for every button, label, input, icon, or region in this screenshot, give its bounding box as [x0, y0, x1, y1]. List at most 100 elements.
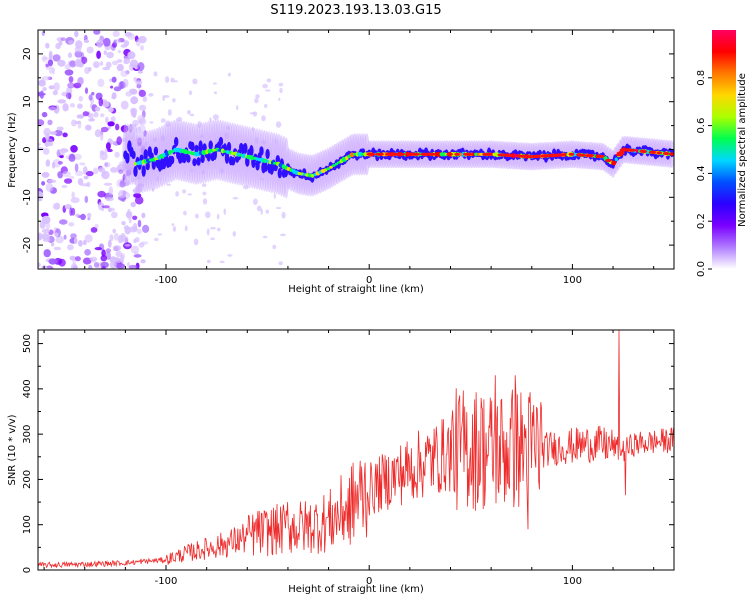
ridge-peak [619, 148, 627, 152]
noise-blob [149, 121, 154, 124]
colorbar-tick-label: 0.2 [696, 213, 707, 229]
noise-blob [266, 78, 272, 83]
noise-blob [41, 181, 46, 186]
noise-blob [232, 197, 239, 200]
noise-blob [106, 51, 114, 59]
noise-blob [97, 78, 105, 88]
noise-blob [132, 215, 138, 220]
noise-blob [116, 63, 124, 72]
noise-blob [141, 212, 146, 219]
noise-blob [103, 37, 111, 47]
noise-blob [172, 98, 176, 103]
ridge-peak [605, 158, 612, 163]
noise-blob [153, 71, 158, 77]
ridge-hotspot [324, 168, 328, 172]
ridge-core [259, 146, 264, 156]
noise-blob [97, 190, 106, 198]
noise-blob [170, 77, 175, 83]
ridge-hotspot [614, 157, 618, 162]
noise-blob [118, 190, 127, 199]
noise-blob [77, 120, 82, 129]
noise-blob [56, 126, 64, 131]
noise-blob [74, 170, 84, 177]
noise-blob [116, 263, 126, 269]
ridge-peak [482, 152, 489, 156]
noise-blob [104, 162, 111, 168]
noise-blob [210, 237, 215, 241]
noise-blob [45, 132, 50, 141]
y-tick-label: 10 [22, 95, 33, 108]
noise-blob [41, 111, 48, 118]
noise-blob [94, 106, 101, 112]
ridge-core [174, 136, 179, 147]
noise-blob [126, 262, 131, 268]
snr-line [38, 330, 674, 569]
x-tick-label: 0 [366, 275, 372, 286]
noise-blob [118, 81, 126, 89]
x-tick-label: -100 [155, 275, 178, 286]
ridge-core [143, 149, 148, 161]
noise-blob [48, 50, 53, 60]
noise-blob [117, 49, 121, 54]
noise-blob [111, 92, 117, 100]
noise-blob [69, 60, 77, 68]
noise-blob [103, 50, 107, 55]
noise-blob [79, 162, 86, 166]
ridge-core [230, 156, 236, 166]
noise-blob [56, 149, 61, 158]
noise-blob [105, 197, 114, 202]
spectrogram-image [38, 30, 674, 269]
noise-blob [102, 100, 110, 108]
noise-blob [68, 40, 75, 45]
noise-blob [74, 50, 83, 58]
noise-blob [38, 142, 41, 147]
noise-blob [110, 167, 119, 173]
colorbar-tick-label: 0.8 [696, 70, 707, 86]
ridge-core [133, 166, 138, 177]
noise-blob [166, 183, 171, 186]
noise-blob [128, 88, 135, 94]
noise-blob [108, 207, 112, 213]
ridge-core [131, 150, 136, 160]
snr-series [38, 330, 674, 569]
ridge-hotspot [611, 160, 617, 166]
noise-blob [62, 103, 69, 112]
ridge-peak [584, 154, 595, 158]
noise-blob [41, 171, 50, 178]
noise-blob [94, 223, 99, 229]
noise-blob [105, 142, 111, 151]
noise-blob [93, 111, 99, 118]
noise-blob [262, 235, 268, 239]
noise-blob [111, 76, 117, 83]
noise-blob [116, 59, 123, 63]
noise-blob [114, 257, 122, 264]
noise-blob [260, 208, 263, 215]
noise-blob [278, 97, 281, 101]
colorbar: 0.0 0.2 0.4 0.6 0.8 Normalized spectral ampl… [696, 30, 748, 277]
noise-blob [135, 80, 143, 85]
y-tick-label: 0 [22, 567, 33, 573]
noise-blob [84, 87, 89, 94]
noise-blob [38, 119, 45, 126]
noise-blob [280, 233, 286, 237]
noise-blob [128, 264, 138, 269]
noise-blob [273, 193, 276, 199]
noise-blob [105, 61, 112, 68]
noise-blob [172, 226, 177, 232]
noise-blob [88, 94, 93, 101]
y-tick-label: -10 [22, 189, 33, 205]
noise-blob [192, 78, 198, 85]
ridge-core [265, 148, 270, 160]
noise-blob [223, 208, 227, 215]
noise-blob [52, 54, 61, 62]
noise-blob [87, 212, 92, 218]
noise-blob [50, 242, 55, 247]
noise-blob [74, 256, 81, 262]
noise-blob [69, 207, 73, 217]
noise-blob [101, 266, 106, 269]
noise-blob [102, 171, 106, 176]
noise-blob [42, 87, 47, 91]
noise-blob [64, 178, 73, 184]
noise-blob [73, 237, 78, 244]
noise-blob [70, 233, 77, 240]
